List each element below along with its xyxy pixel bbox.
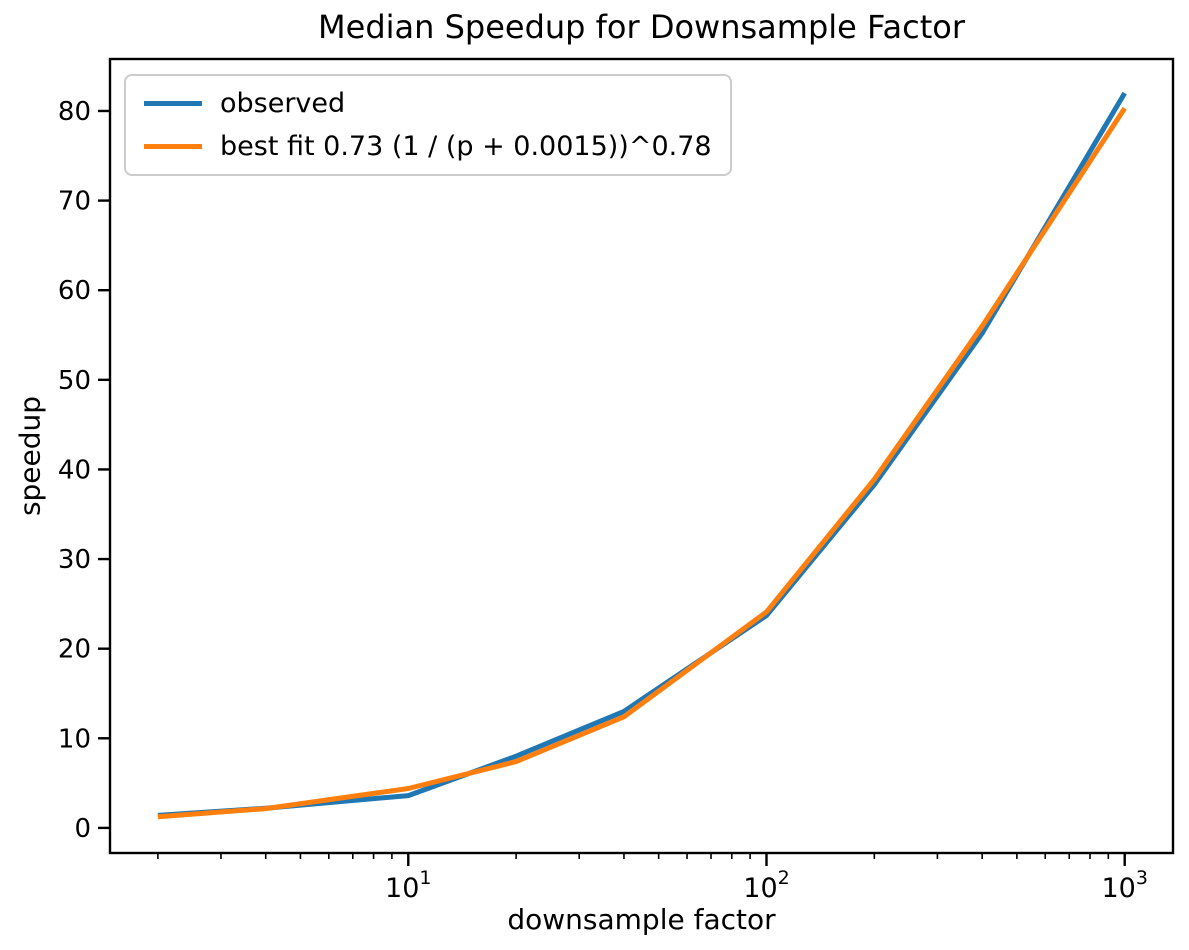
y-tick-label: 0 <box>74 814 91 844</box>
y-tick-label: 80 <box>58 97 91 127</box>
y-axis-ticks: 0 10 20 30 40 50 60 70 80 <box>58 97 110 844</box>
legend-label-best-fit: best fit 0.73 (1 / (p + 0.0015))^0.78 <box>220 131 712 162</box>
x-tick-label: 101 <box>385 867 431 904</box>
legend-line-swatch-observed <box>144 101 202 106</box>
x-axis-major-ticks: 101 102 103 <box>385 853 1148 904</box>
y-tick-label: 50 <box>58 366 91 396</box>
legend-line-swatch-best-fit <box>144 144 202 149</box>
y-tick-label: 30 <box>58 545 91 575</box>
y-tick-label: 10 <box>58 724 91 754</box>
legend: observed best fit 0.73 (1 / (p + 0.0015)… <box>124 74 732 176</box>
series-line-best-fit <box>157 106 1127 820</box>
x-tick-label: 102 <box>743 867 789 904</box>
y-tick-label: 40 <box>58 455 91 485</box>
x-tick-label: 103 <box>1101 867 1147 904</box>
chart-title: Median Speedup for Downsample Factor <box>318 8 965 46</box>
legend-entry-observed: observed <box>144 88 712 119</box>
plot-border <box>108 57 1175 855</box>
y-tick-label: 60 <box>58 276 91 306</box>
y-axis-label: speedup <box>13 395 47 517</box>
y-tick-label: 70 <box>58 187 91 217</box>
legend-label-observed: observed <box>220 88 346 119</box>
x-axis-label: downsample factor <box>507 903 776 936</box>
y-tick-label: 20 <box>58 635 91 665</box>
legend-entry-best-fit: best fit 0.73 (1 / (p + 0.0015))^0.78 <box>144 131 712 162</box>
